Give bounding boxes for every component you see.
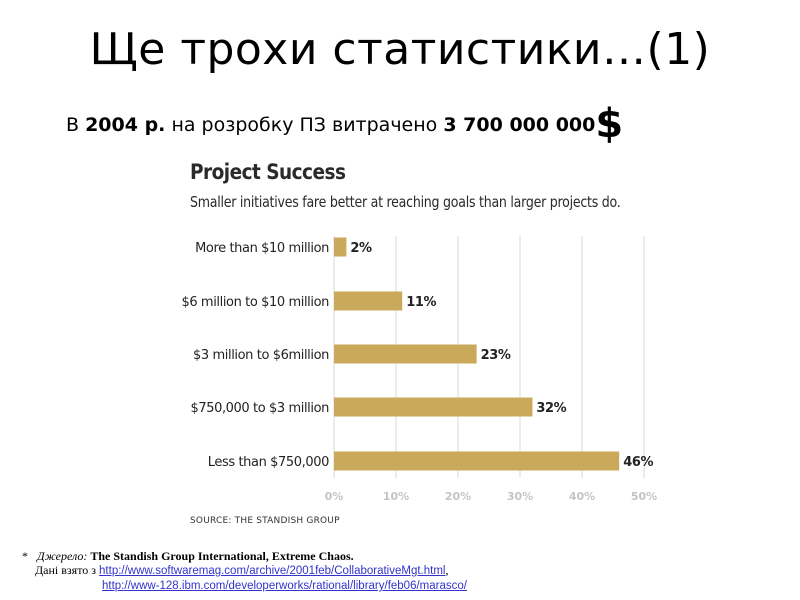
x-tick-label: 30% [507,490,533,503]
category-label: More than $10 million [195,241,329,256]
category-label: Less than $750,000 [208,455,329,470]
data-label: 46% [623,455,653,470]
footnote-data-prefix: Дані взято з [35,563,100,577]
footnote-label: Джерело: [37,549,88,563]
footnote-line-source: * Джерело: The Standish Group Internatio… [22,549,467,563]
footnote-separator: , [445,563,449,577]
x-tick-label: 40% [569,490,595,503]
category-label: $6 million to $10 million [181,295,329,310]
footnote-marker: * [22,549,28,563]
data-label: 11% [406,295,436,310]
bar [334,291,403,311]
x-tick-label: 10% [383,490,409,503]
data-label: 2% [350,241,372,256]
chart-source: SOURCE: THE STANDISH GROUP [190,516,340,526]
footnote-link-softwaremag[interactable]: http://www.softwaremag.com/archive/2001f… [99,565,446,577]
subtitle-currency: $ [595,101,624,147]
bar [334,397,533,417]
bar [334,451,620,471]
slide-title: Ще трохи статистики…(1) [89,24,711,75]
x-tick-label: 20% [445,490,471,503]
x-tick-label: 0% [325,490,344,503]
chart-subtitle: Smaller initiatives fare better at reach… [190,193,621,211]
subtitle-amount: 3 700 000 000 [443,114,596,136]
subtitle-year: 2004 р. [85,114,166,136]
footnote-line-data: Дані взято з http://www.softwaremag.com/… [22,563,467,578]
category-label: $3 million to $6million [193,348,329,363]
slide-subtitle: В 2004 р. на розробку ПЗ витрачено 3 700… [66,104,766,144]
footnote: * Джерело: The Standish Group Internatio… [22,549,467,593]
x-tick-label: 50% [631,490,657,503]
category-label: $750,000 to $3 million [190,401,329,416]
chart-title: Project Success [190,160,346,184]
bar [334,344,477,364]
footnote-line-link2: http://www-128.ibm.com/developerworks/ra… [22,578,467,593]
subtitle-prefix: В [66,114,86,136]
bar [334,237,347,257]
data-label: 32% [536,401,566,416]
subtitle-middle: на розробку ПЗ витрачено [165,114,444,136]
data-label: 23% [481,348,511,363]
footnote-link-ibm[interactable]: http://www-128.ibm.com/developerworks/ra… [102,580,467,592]
footnote-source: The Standish Group International, Extrem… [90,549,354,563]
